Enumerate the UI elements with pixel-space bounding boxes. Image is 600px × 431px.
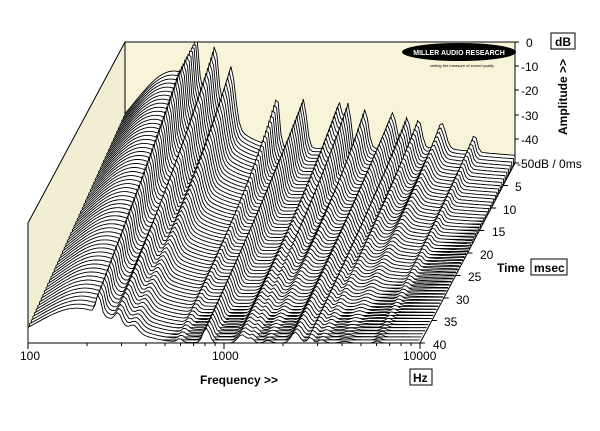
hz-unit-label: Hz bbox=[413, 371, 428, 385]
db-unit-label: dB bbox=[555, 35, 571, 49]
amp-tick-label-30: -30 bbox=[521, 109, 539, 123]
time-tick-label-25: 25 bbox=[468, 270, 482, 284]
hz-unit-box bbox=[409, 368, 433, 386]
time-ticks bbox=[420, 185, 509, 344]
freq-tick-label-10000: 10000 bbox=[403, 349, 437, 363]
msec-unit-label: msec bbox=[534, 261, 565, 275]
logo-tagline: setting the measure of sound quality bbox=[430, 63, 495, 68]
time-tick-label-35: 35 bbox=[444, 315, 458, 329]
msec-unit-box bbox=[530, 258, 568, 276]
db-unit-box bbox=[550, 32, 576, 50]
time-tick-label-30: 30 bbox=[456, 293, 470, 307]
time-axis-label: Time bbox=[497, 261, 525, 275]
amp-tick-label-10: -10 bbox=[521, 60, 539, 74]
waterfall-traces bbox=[27, 41, 516, 344]
amplitude-axis-label: Amplitude >> bbox=[556, 59, 570, 135]
amp-tick-label-0: 0 bbox=[526, 36, 533, 50]
frequency-axis-label: Frequency >> bbox=[200, 373, 278, 387]
freq-tick-label-1000: 1000 bbox=[212, 349, 239, 363]
frequency-ticks bbox=[27, 343, 421, 349]
freq-tick-label-100: 100 bbox=[20, 349, 40, 363]
logo-text: MILLER AUDIO RESEARCH bbox=[413, 50, 505, 57]
miller-audio-research-logo: MILLER AUDIO RESEARCH setting the measur… bbox=[402, 43, 516, 68]
amp-tick-label-50: -50dB / 0ms bbox=[517, 157, 582, 171]
time-tick-label-15: 15 bbox=[492, 225, 506, 239]
time-tick-label-40: 40 bbox=[433, 338, 447, 352]
time-tick-label-10: 10 bbox=[503, 203, 517, 217]
amp-tick-label-20: -20 bbox=[521, 84, 539, 98]
amp-tick-label-40: -40 bbox=[521, 133, 539, 147]
time-tick-label-5: 5 bbox=[515, 180, 522, 194]
time-tick-label-20: 20 bbox=[480, 248, 494, 262]
amplitude-ticks bbox=[515, 41, 519, 164]
